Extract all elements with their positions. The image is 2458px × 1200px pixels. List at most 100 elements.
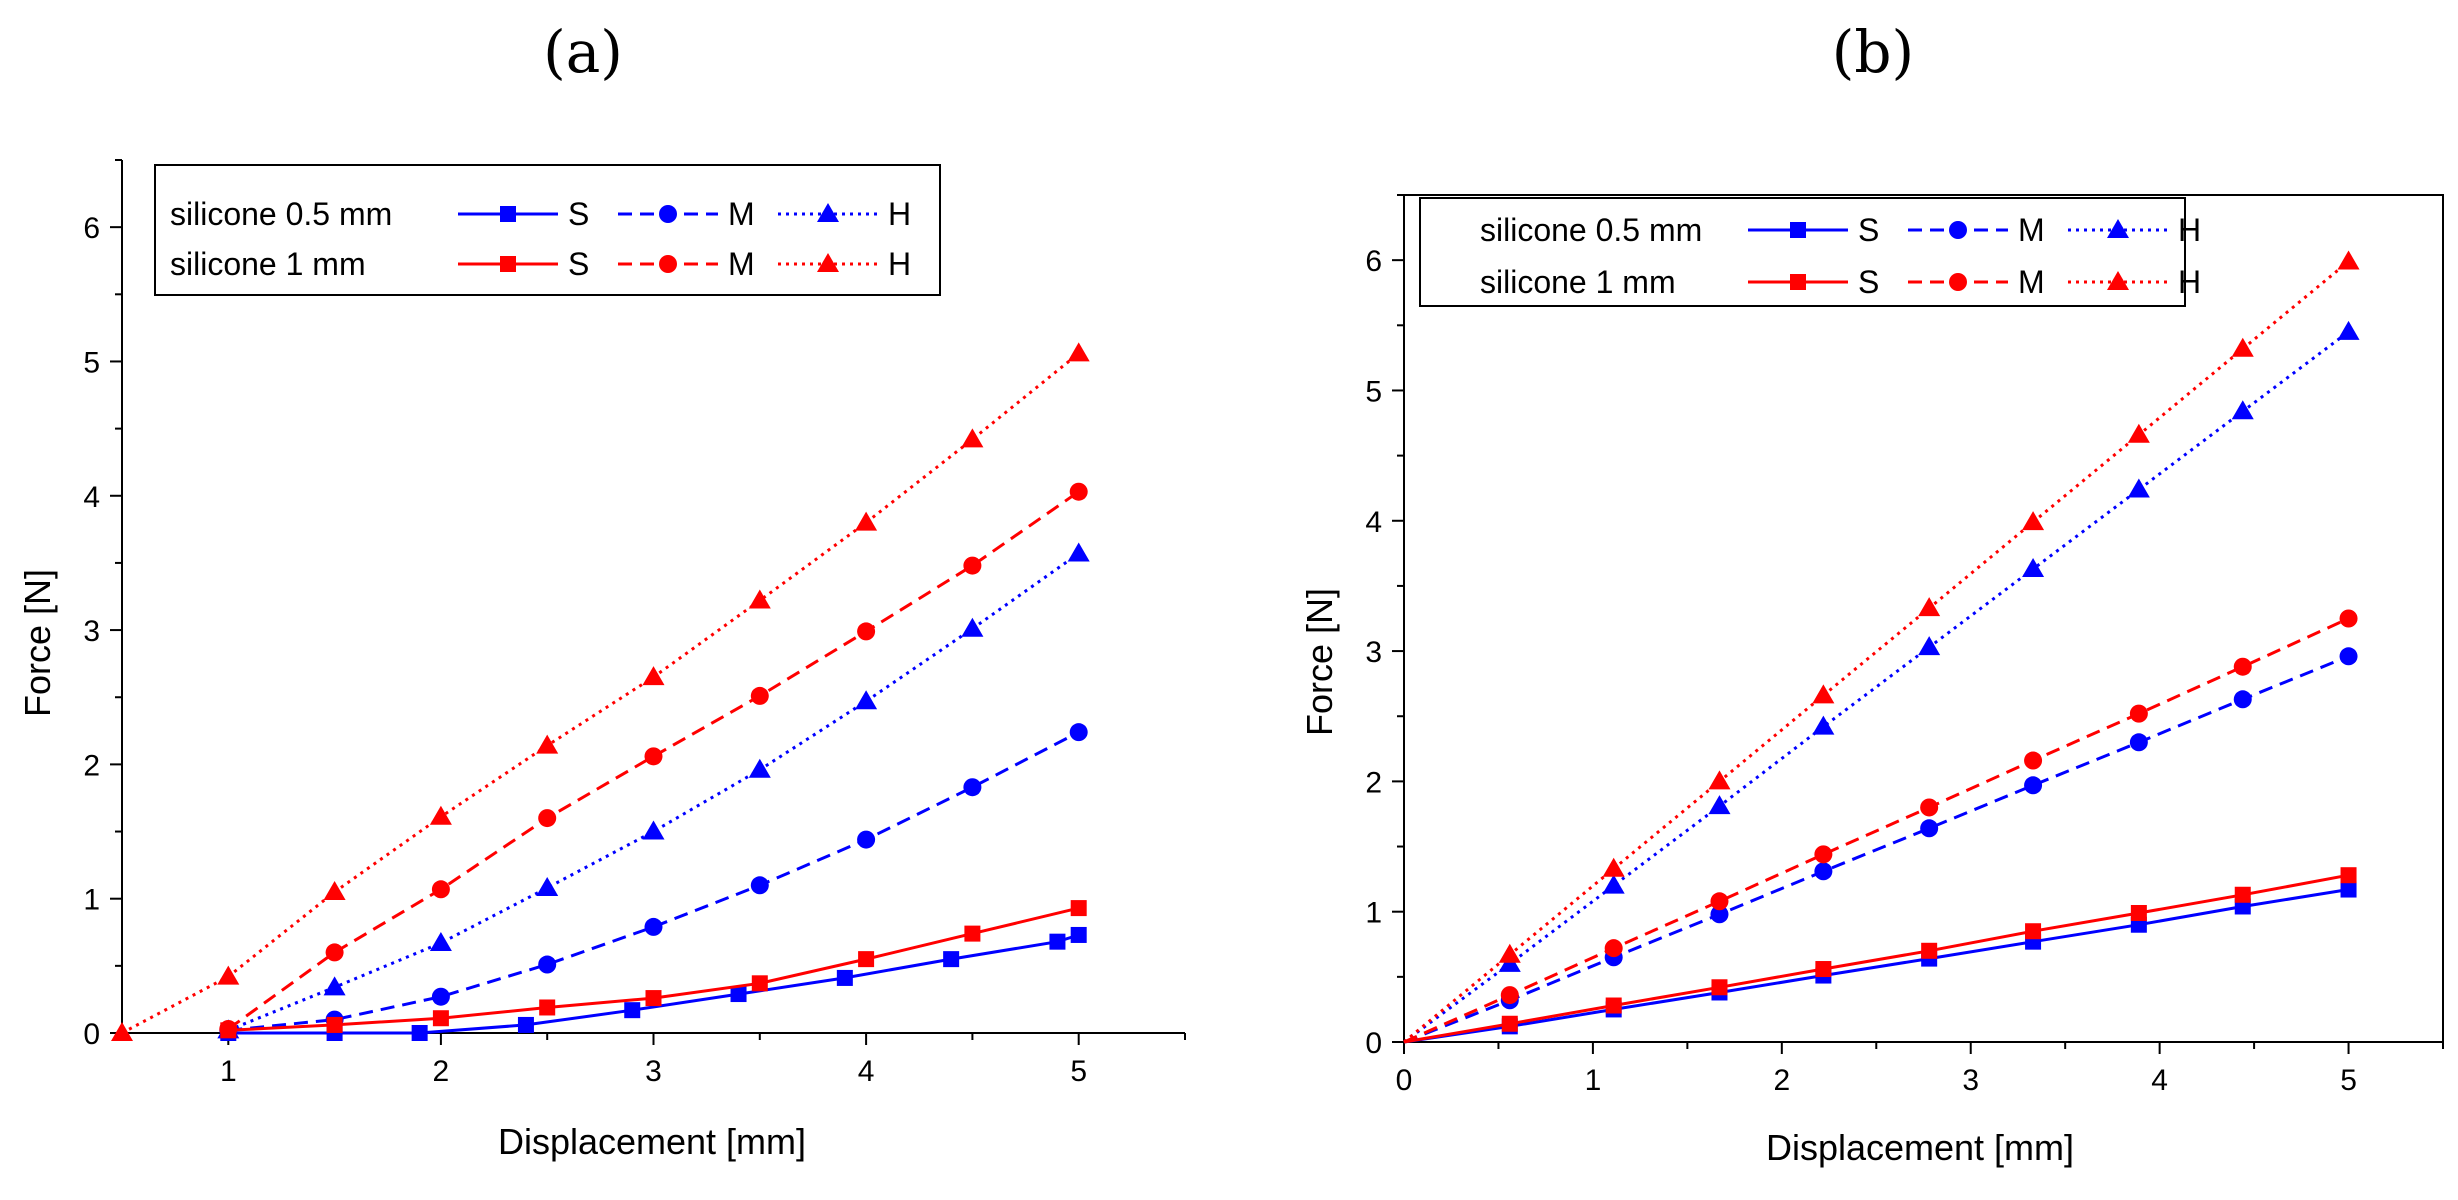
panel-a-data-point-1mm-S xyxy=(539,999,556,1016)
panel-a-data-point-0.5mm-S xyxy=(517,1016,534,1033)
panel-a-data-point-1mm-M xyxy=(431,880,450,899)
panel-a-data-point-0.5mm-H xyxy=(961,617,984,637)
panel-b-data-point-1mm-H xyxy=(1602,857,1625,877)
panel-a-y-tick-label: 2 xyxy=(83,749,100,782)
panel-b-legend-marker-0.5mm-S xyxy=(1790,222,1806,238)
panel-b-legend-row-label: silicone 1 mm xyxy=(1480,264,1676,300)
panel-a-data-point-1mm-S xyxy=(858,951,875,968)
panel-a-data-point-1mm-H xyxy=(961,428,984,448)
panel-a-y-tick-label: 4 xyxy=(83,481,100,514)
panel-a-y-tick-label: 5 xyxy=(83,346,100,379)
panel-a-legend-box xyxy=(154,164,941,296)
panel-a-data-point-1mm-M xyxy=(644,747,663,766)
panel-a-data-point-1mm-H xyxy=(217,965,240,985)
panel-b-data-point-0.5mm-M xyxy=(1920,819,1939,838)
panel-b-data-point-0.5mm-M xyxy=(2233,690,2252,709)
panel-a-data-point-1mm-H xyxy=(323,880,346,900)
panel-b-x-tick-label: 4 xyxy=(2151,1064,2168,1097)
panel-a-y-tick-label: 3 xyxy=(83,615,100,648)
panel-a-data-point-1mm-M xyxy=(750,686,769,705)
panel-a-data-point-1mm-S xyxy=(326,1016,343,1033)
panel-a-data-point-1mm-M xyxy=(219,1019,238,1038)
panel-a-legend-marker-0.5mm-H xyxy=(817,203,839,222)
panel-b-data-point-0.5mm-H xyxy=(2022,557,2045,577)
panel-a-series-line-1mm-H xyxy=(121,352,1080,1035)
panel-a-data-point-0.5mm-S xyxy=(943,951,960,968)
panel-b-series-line-0.5mm-M xyxy=(1403,654,2350,1044)
panel-a-legend-marker-1mm-H xyxy=(817,253,839,272)
panel-b-legend-entry-0.5mm-M: M xyxy=(2018,212,2045,248)
panel-a-data-point-0.5mm-S xyxy=(836,969,853,986)
panel-a-data-point-0.5mm-M xyxy=(857,830,876,849)
panel-b-y-tick-label: 4 xyxy=(1365,506,1382,539)
panel-a-series-line-0.5mm-S xyxy=(228,933,1080,1035)
panel-b-data-point-0.5mm-H xyxy=(2127,478,2150,498)
panel-b-data-point-1mm-H xyxy=(1812,684,1835,704)
panel-a-legend-marker-0.5mm-M xyxy=(659,205,677,223)
panel-a-legend-row-label: silicone 1 mm xyxy=(170,246,366,282)
panel-a-data-point-1mm-M xyxy=(857,622,876,641)
panel-b-series-line-0.5mm-S xyxy=(1403,888,2349,1044)
panel-b-data-point-0.5mm-H xyxy=(1708,795,1731,815)
panel-a-data-point-0.5mm-H xyxy=(748,758,771,778)
panel-a-data-point-0.5mm-H xyxy=(536,876,559,896)
panel-b-data-point-1mm-H xyxy=(1918,597,1941,617)
panel-b-data-point-1mm-S xyxy=(1921,942,1938,959)
panel-b-series-line-0.5mm-H xyxy=(1403,330,2350,1044)
panel-b-legend-marker-0.5mm-M xyxy=(1949,221,1967,239)
panel-b-data-point-1mm-M xyxy=(1814,845,1833,864)
panel-b-data-point-1mm-M xyxy=(2024,751,2043,770)
panel-a-data-point-0.5mm-H xyxy=(642,820,665,840)
panel-a-data-point-0.5mm-S xyxy=(1049,933,1066,950)
panel-a-data-point-0.5mm-S xyxy=(624,1002,641,1019)
panel-b-data-point-1mm-M xyxy=(2129,704,2148,723)
panel-a-data-point-0.5mm-H xyxy=(429,932,452,952)
panel-b-data-point-0.5mm-H xyxy=(1918,636,1941,656)
panel-b-data-point-1mm-S xyxy=(2025,923,2042,940)
panel-b-data-point-1mm-H xyxy=(2337,250,2360,270)
panel-a-data-point-0.5mm-M xyxy=(431,987,450,1006)
panel-a-y-axis-label: Force [N] xyxy=(17,569,58,717)
panel-a-data-point-0.5mm-S xyxy=(1070,926,1087,943)
panel-b-data-point-1mm-H xyxy=(2022,511,2045,531)
panel-a-data-point-1mm-H xyxy=(429,805,452,825)
panel-b-legend-marker-0.5mm-H xyxy=(2107,219,2129,238)
panel-a-data-point-0.5mm-M xyxy=(750,876,769,895)
panel-b-data-point-0.5mm-M xyxy=(1814,862,1833,881)
panel-b-x-axis-label: Displacement [mm] xyxy=(1766,1127,2074,1168)
panel-a-data-point-1mm-S xyxy=(1070,900,1087,917)
panel-b-data-point-1mm-M xyxy=(2233,657,2252,676)
panel-a-legend-marker-0.5mm-S xyxy=(500,206,516,222)
panel-a-data-point-0.5mm-S xyxy=(730,986,747,1003)
panel-a-data-point-1mm-M xyxy=(325,943,344,962)
panel-a-title: (a) xyxy=(543,18,623,86)
panel-a-legend-marker-1mm-M xyxy=(659,255,677,273)
panel-b-data-point-1mm-H xyxy=(2127,423,2150,443)
panel-b-x-tick-label: 5 xyxy=(2340,1064,2357,1097)
panel-a-data-point-1mm-M xyxy=(1069,482,1088,501)
panel-b-data-point-1mm-S xyxy=(1605,997,1622,1014)
panel-a-x-axis-label: Displacement [mm] xyxy=(498,1121,806,1162)
panel-a-x-tick-label: 1 xyxy=(220,1055,237,1088)
panel-a-data-point-1mm-H xyxy=(855,511,878,531)
panel-b-legend-entry-1mm-M: M xyxy=(2018,264,2045,300)
panel-a-data-point-0.5mm-M xyxy=(644,917,663,936)
panel-a-data-point-1mm-H xyxy=(642,666,665,686)
panel-b-y-tick-label: 0 xyxy=(1365,1027,1382,1060)
panel-b-data-point-1mm-S xyxy=(2234,886,2251,903)
panel-a-y-tick-label: 0 xyxy=(83,1018,100,1051)
panel-b-series-line-1mm-H xyxy=(1403,260,2350,1044)
panel-b-y-axis-label: Force [N] xyxy=(1299,588,1340,736)
panel-b-legend-row-label: silicone 0.5 mm xyxy=(1480,212,1702,248)
panel-a-data-point-0.5mm-H xyxy=(855,690,878,710)
panel-b-data-point-1mm-H xyxy=(2231,337,2254,357)
panel-b-data-point-1mm-M xyxy=(2339,609,2358,628)
panel-a-legend-marker-1mm-S xyxy=(500,256,516,272)
panel-a-series-line-0.5mm-M xyxy=(228,730,1080,1032)
panel-b-data-point-0.5mm-M xyxy=(2024,776,2043,795)
panel-a-data-point-1mm-S xyxy=(645,990,662,1007)
panel-a-data-point-1mm-H xyxy=(748,589,771,609)
panel-b-data-point-1mm-S xyxy=(1815,961,1832,978)
